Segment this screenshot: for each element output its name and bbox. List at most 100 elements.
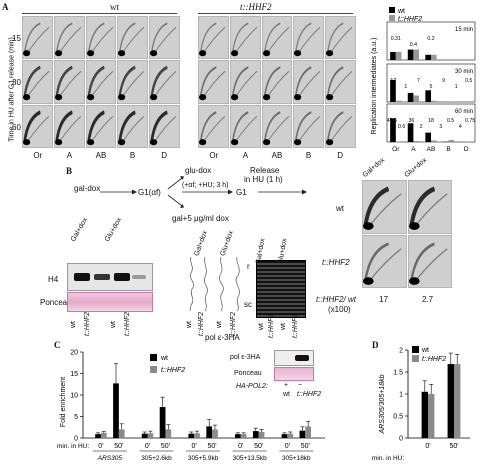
gel-linear-arc (366, 193, 402, 230)
trace-header-glu: Glu+dox (219, 229, 235, 257)
data-label: 7 (417, 78, 420, 84)
y-tick-label: 0 (74, 436, 78, 443)
gel-linear-arc (296, 115, 321, 145)
2d-gel-image (117, 104, 149, 148)
wt-header-line (22, 13, 177, 14)
gel-linear-arc (201, 115, 226, 145)
bar-wt (299, 430, 306, 438)
gel-linear-arc (265, 115, 289, 145)
trace-lane-wt2: wt (216, 321, 223, 328)
gel-arc (231, 66, 249, 99)
gel-arc (55, 66, 73, 99)
bar-wt (159, 407, 166, 438)
gel-spot (150, 94, 158, 101)
bar-mut (258, 431, 265, 438)
2d-gel-image (198, 104, 229, 148)
inset-minus: − (298, 382, 303, 389)
gel-linear-arc (296, 26, 321, 56)
bar-mut (305, 426, 312, 438)
legend-label-wt: wt (397, 8, 405, 15)
gel-arc (118, 110, 137, 144)
2d-gel-image (117, 60, 149, 104)
gel-spot (150, 138, 158, 145)
time-tick-label: 0' (192, 443, 197, 450)
2d-gel-image (198, 16, 229, 60)
bar-wt (206, 426, 213, 438)
bar-wt (281, 434, 288, 438)
gel-spot (363, 222, 374, 230)
data-label: 17 (390, 78, 396, 84)
legend-swatch-mut (412, 355, 419, 362)
gel-linear-arc (89, 26, 113, 56)
2d-gel-image (198, 60, 229, 104)
2d-gel-image (53, 16, 85, 60)
gel-arc (23, 22, 41, 55)
legend-label-mut: t::HHF2 (161, 367, 185, 374)
gel-arc (23, 110, 41, 144)
panel-b-2d-gels (362, 180, 452, 288)
gel-spot (199, 94, 207, 101)
legend-swatch-wt (389, 7, 395, 13)
data-label: 0.5 (465, 78, 472, 84)
2d-gel-image (407, 234, 452, 288)
bar-mut (118, 429, 125, 438)
bar-mut (100, 432, 107, 438)
2d-gel-image (229, 60, 261, 104)
glu-dox-label: glu-dox (185, 166, 212, 175)
gel-arc (199, 66, 217, 99)
gel-arc (326, 66, 344, 99)
2d-gel-image (85, 104, 117, 148)
2d-gel-image (117, 16, 149, 60)
data-label: 9 (442, 78, 445, 84)
blot-header-gal: Gal+dox (69, 216, 90, 243)
bar-wt (425, 54, 431, 60)
2d-gel-image (53, 104, 85, 148)
inset-ponceau-label: Ponceau (234, 370, 262, 377)
gel-spot (86, 50, 94, 57)
gal-dox-label: gal-dox (74, 184, 101, 193)
panel-b-label: B (66, 166, 73, 176)
gel-spot (23, 138, 31, 145)
2d-gel-image (85, 16, 117, 60)
gel-spot (363, 276, 374, 285)
subplot-title: 60 min (455, 109, 473, 115)
wt-header: wt (110, 2, 119, 12)
gel-linear-arc (233, 71, 257, 100)
gel-lane-mut2: t::HHF2 (292, 313, 299, 338)
2d-gel-image (261, 60, 293, 104)
twod-row-wt: wt (336, 204, 344, 213)
bar-mut (431, 140, 437, 142)
col-label: Or (33, 151, 43, 160)
gel-linear-arc (328, 71, 353, 100)
panel-c-title: pol ε-3HA (205, 333, 240, 342)
bar-wt (421, 391, 428, 438)
mut-2d-gels (198, 16, 356, 148)
category-label: A (411, 146, 416, 153)
gel-sc-label: sc (244, 300, 252, 309)
gel-r-label: r (247, 262, 250, 271)
2d-gel-image (53, 60, 85, 104)
inset-plus: + (284, 382, 289, 389)
bar-wt (425, 90, 431, 102)
gel-spot (118, 50, 126, 57)
wt-2d-gels (22, 16, 180, 148)
panel-d-label: D (372, 340, 379, 350)
time-tick-label: 50' (208, 443, 217, 450)
gel-arc (150, 110, 168, 144)
col-label: B (129, 151, 136, 160)
2d-gel-image (407, 180, 452, 234)
bar-mut (287, 433, 294, 438)
replication-intermediates-chart: Replication intermediates (a.u.) wtt::HH… (371, 7, 476, 153)
gel-arc (295, 22, 312, 55)
legend-swatch-mut (150, 366, 157, 373)
time-tick-label: 0' (98, 443, 103, 450)
gel-arc (199, 110, 217, 144)
bar-wt (447, 364, 454, 438)
locus-label: 305+13.5kb (233, 455, 268, 462)
legend-swatch-mut (389, 15, 395, 21)
gel-arc (263, 22, 281, 55)
bar-mut (413, 49, 420, 60)
bar-wt (407, 49, 414, 60)
time-tick-label: 0' (425, 443, 430, 450)
